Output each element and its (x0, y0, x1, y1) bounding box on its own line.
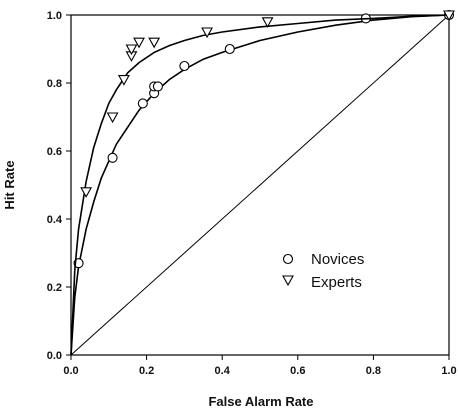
novices-data-point (224, 43, 235, 55)
legend: Novices Experts (282, 251, 364, 291)
y-tick-label: 1.0 (47, 10, 62, 22)
x-axis-title: False Alarm Rate (208, 394, 313, 409)
experts-data-point (261, 17, 274, 28)
experts-data-point (148, 37, 161, 49)
y-axis-title: Hit Rate (2, 160, 17, 209)
y-tick-label: 0.4 (47, 214, 63, 226)
experts-data-point (133, 37, 145, 49)
x-tick-label: 0.4 (215, 365, 231, 377)
legend-experts-label: Experts (311, 274, 362, 291)
y-tick-label: 0.0 (47, 350, 62, 362)
experts-data-point (125, 44, 138, 56)
novices-data-point (137, 98, 148, 109)
x-tick-label: 0.2 (139, 365, 154, 377)
x-tick-label: 1.0 (441, 365, 456, 377)
x-tick-label: 0.8 (366, 365, 381, 377)
x-tick-label: 0.0 (63, 365, 78, 377)
plot-area: 0.0 0.2 0.4 0.6 0.8 1.0 0.0 0.2 0.4 0.6 0.8 1.0 (47, 9, 457, 377)
plot-frame (70, 14, 450, 356)
chance-diagonal-line (70, 14, 450, 356)
experts-data-point (443, 10, 455, 22)
novices-data-point (152, 81, 163, 92)
novices-data-point (107, 152, 118, 163)
y-tick-label: 0.6 (47, 146, 62, 158)
y-tick-label: 0.2 (47, 282, 62, 294)
novices-data-point (179, 60, 190, 72)
experts-data-point (117, 75, 130, 86)
x-tick-label: 0.6 (290, 365, 305, 377)
experts-fit-curve (70, 14, 450, 356)
legend-novices-circle-icon (282, 253, 294, 265)
experts-data-point (201, 27, 214, 39)
experts-data-point (106, 112, 119, 124)
legend-experts-triangle-icon (282, 275, 294, 287)
legend-novices-label: Novices (311, 251, 364, 268)
y-tick-label: 0.8 (47, 78, 62, 90)
experts-data-point (80, 187, 93, 198)
